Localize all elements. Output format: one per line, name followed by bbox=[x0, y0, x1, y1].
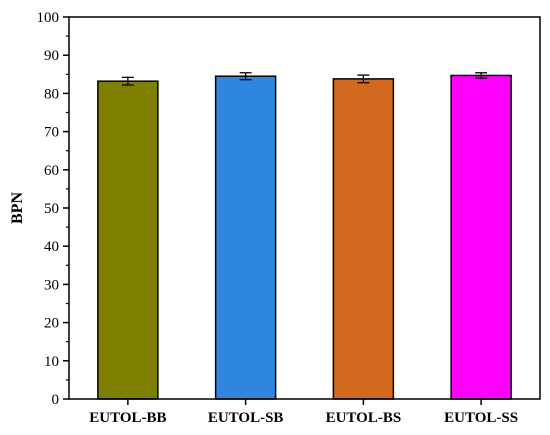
y-tick-label: 10 bbox=[44, 354, 59, 370]
x-tick-label: EUTOL-BS bbox=[326, 410, 402, 426]
bars bbox=[97, 74, 512, 400]
y-tick-label: 60 bbox=[44, 163, 59, 179]
y-tick-label: 20 bbox=[44, 316, 59, 332]
x-tick-label: EUTOL-BB bbox=[89, 410, 166, 426]
x-tick-label: EUTOL-SB bbox=[208, 410, 284, 426]
error-bars bbox=[121, 72, 488, 86]
y-tick-label: 80 bbox=[44, 86, 59, 102]
bar-eutol-sb bbox=[214, 75, 277, 400]
y-tick-label: 40 bbox=[44, 239, 59, 255]
y-axis-title: BPN bbox=[9, 192, 26, 224]
bar-eutol-bb bbox=[97, 80, 159, 400]
y-axis: 0 10 20 30 40 50 60 70 80 90 100 bbox=[37, 10, 69, 408]
y-tick-label: 100 bbox=[37, 10, 60, 26]
y-tick-label: 30 bbox=[44, 277, 59, 293]
bar-eutol-bs bbox=[332, 78, 395, 400]
y-tick-label: 90 bbox=[44, 48, 59, 64]
y-tick-label: 50 bbox=[44, 201, 59, 217]
x-axis: EUTOL-BB EUTOL-SB EUTOL-BS EUTOL-SS bbox=[89, 399, 518, 426]
y-tick-label: 70 bbox=[44, 125, 59, 141]
y-tick-label: 0 bbox=[52, 392, 60, 408]
x-tick-label: EUTOL-SS bbox=[444, 410, 518, 426]
bar-eutol-ss bbox=[450, 74, 512, 400]
